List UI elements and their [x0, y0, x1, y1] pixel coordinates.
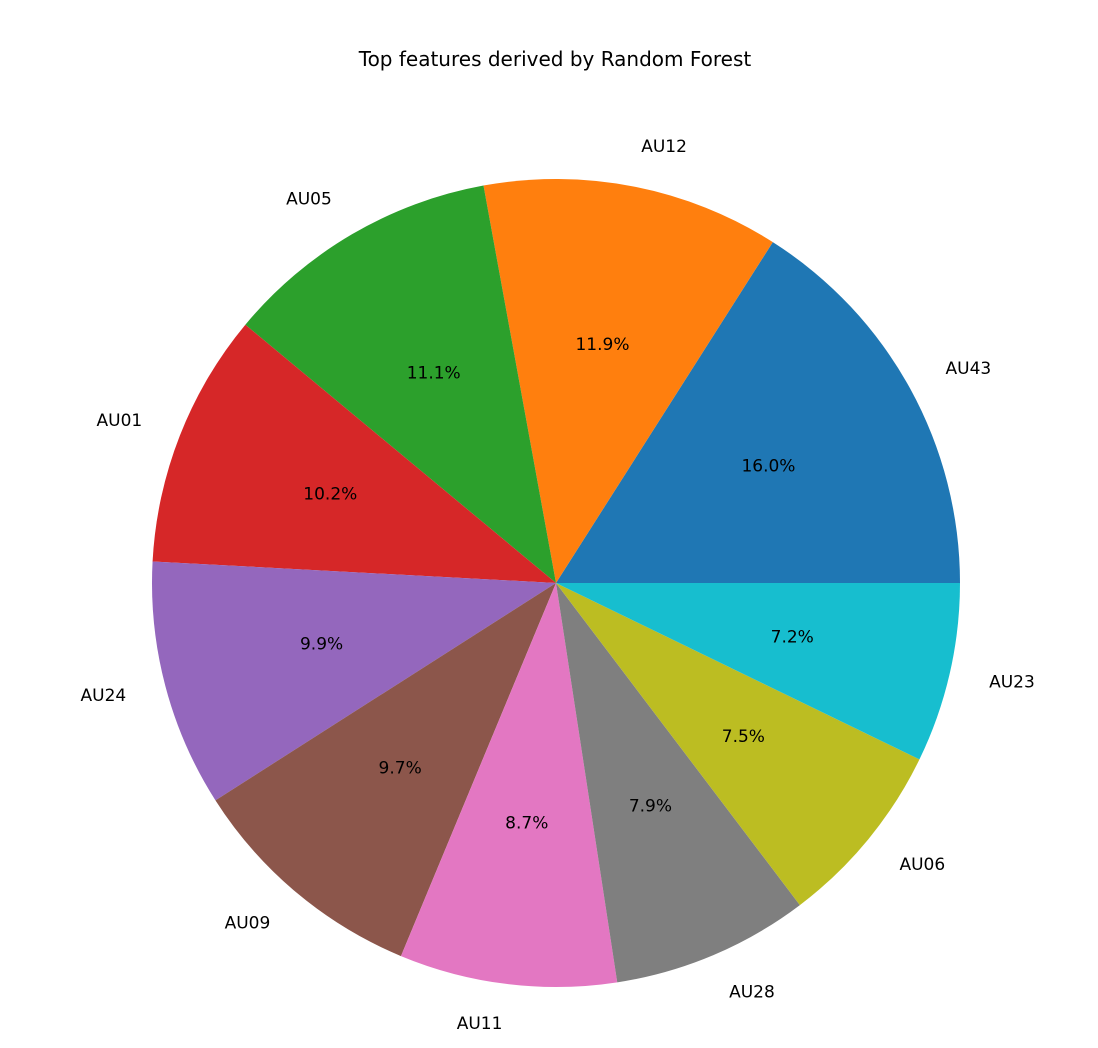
pie-slice-au28	[556, 583, 800, 983]
pie-slice-au05	[245, 185, 556, 583]
slice-label-au09: AU09	[225, 913, 271, 933]
pct-label-au05: 11.1%	[407, 364, 461, 384]
pct-label-au09: 9.7%	[379, 759, 422, 779]
slice-label-au05: AU05	[286, 189, 332, 209]
pie-slice-au23	[556, 583, 960, 760]
chart-title: Top features derived by Random Forest	[358, 47, 752, 71]
pct-label-au23: 7.2%	[771, 627, 814, 647]
slice-label-au23: AU23	[989, 673, 1035, 693]
slice-label-au11: AU11	[457, 1014, 503, 1034]
slice-label-au06: AU06	[899, 855, 945, 875]
pie-slice-au24	[151, 561, 556, 801]
slice-label-au24: AU24	[81, 686, 127, 706]
pie-slice-au11	[400, 583, 618, 987]
pct-label-au28: 7.9%	[629, 796, 672, 816]
pie-slice-au09	[215, 583, 556, 957]
pct-label-au01: 10.2%	[303, 485, 357, 505]
pie-slice-au01	[152, 324, 556, 583]
slice-label-au01: AU01	[97, 411, 143, 431]
slice-label-au43: AU43	[946, 359, 992, 379]
pie-slice-au06	[556, 583, 920, 906]
slice-label-au12: AU12	[641, 137, 687, 157]
pct-label-au43: 16.0%	[741, 456, 795, 476]
pct-label-au11: 8.7%	[505, 814, 548, 834]
slices-layer	[151, 179, 960, 987]
slice-label-au28: AU28	[729, 982, 775, 1002]
pie-slice-au43	[556, 242, 960, 583]
pie-slice-au12	[483, 179, 773, 584]
pct-label-au24: 9.9%	[300, 635, 343, 655]
labels-layer: AU43 16.0% AU12 11.9% AU05 11.1% AU01 10.2% AU24…	[81, 137, 1035, 1034]
pct-label-au12: 11.9%	[575, 335, 629, 355]
pct-label-au06: 7.5%	[722, 727, 765, 747]
